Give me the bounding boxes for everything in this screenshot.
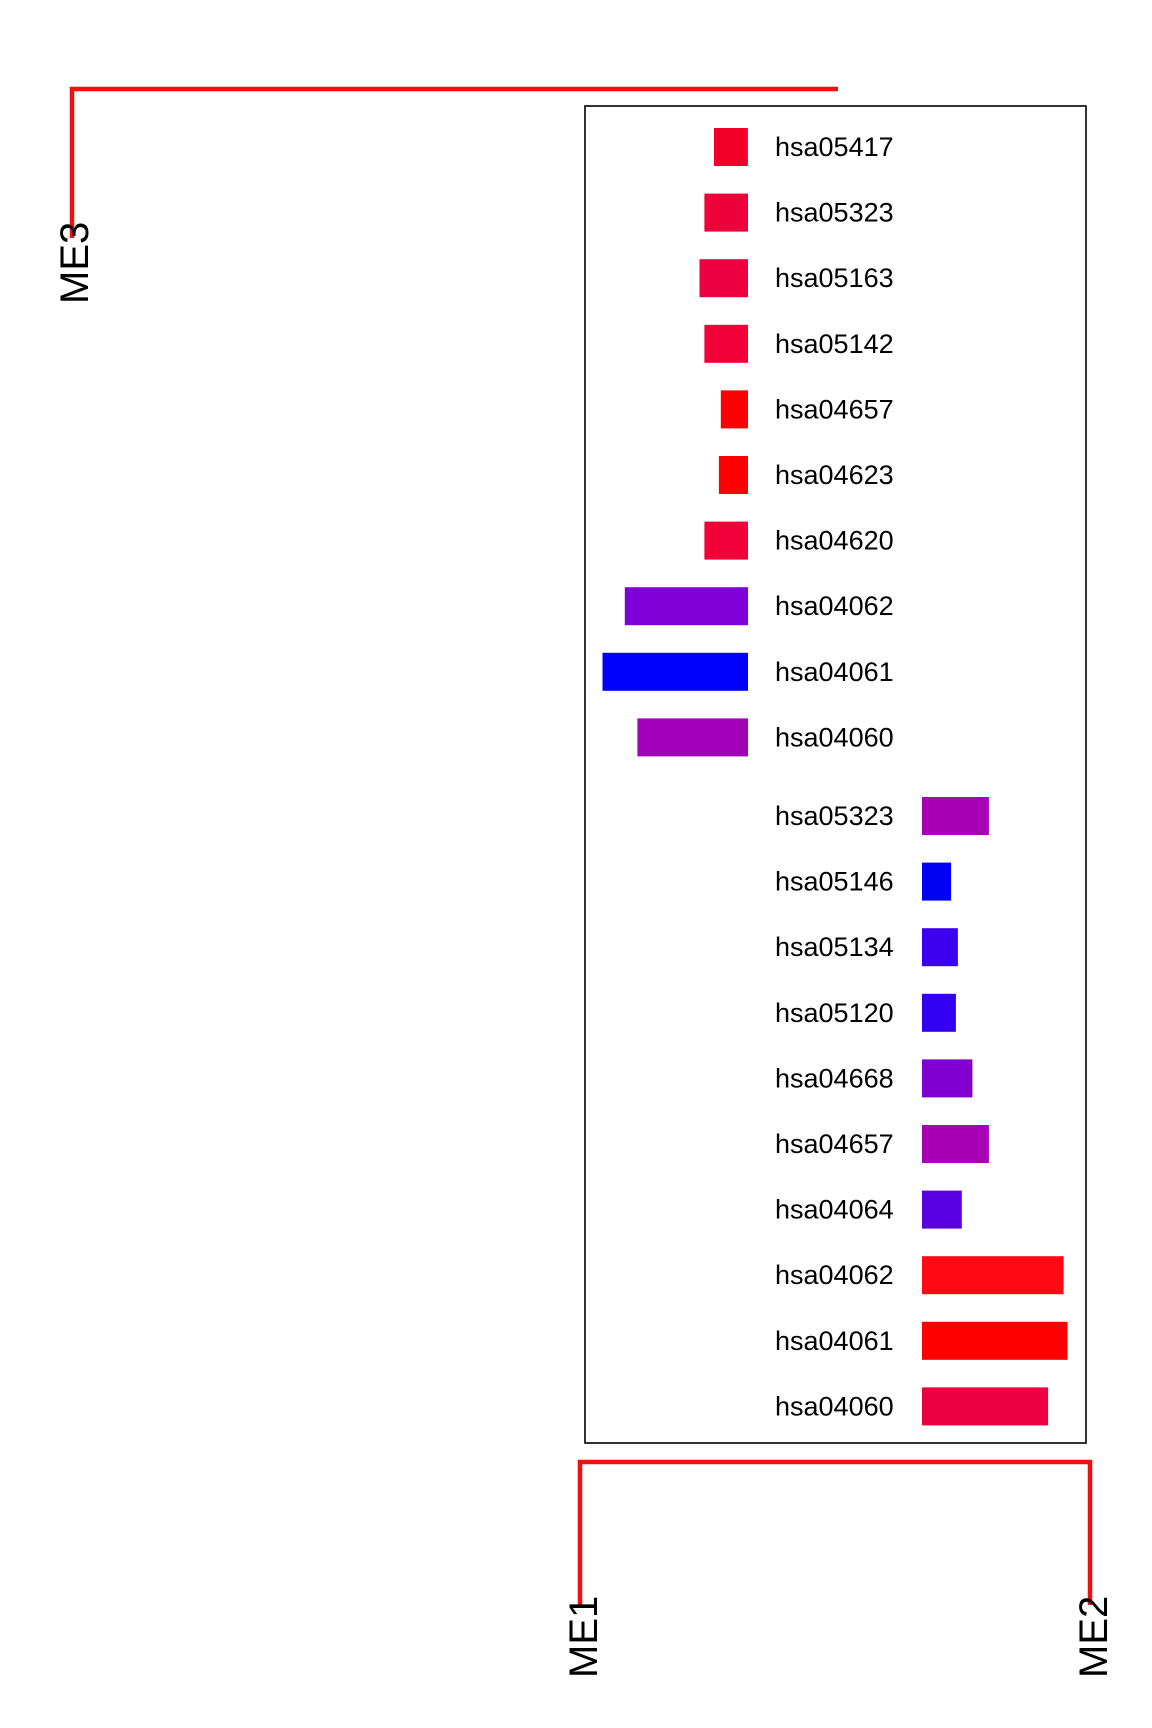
bar-me3-hsa04623 [718, 456, 748, 494]
category-label-me2-hsa05134: hsa05134 [775, 932, 894, 962]
bar-me2-hsa04060 [922, 1387, 1049, 1426]
module-labels: ME3 ME1 ME2 [53, 222, 1116, 1678]
category-label-me3-hsa05142: hsa05142 [775, 329, 894, 359]
bar-me2-hsa04668 [922, 1059, 973, 1098]
category-label-me2-hsa04668: hsa04668 [775, 1063, 894, 1093]
category-label-me2-hsa05120: hsa05120 [775, 998, 894, 1028]
category-labels: hsa05417 hsa05323 hsa05163 hsa05142 hsa04657… [775, 132, 894, 1421]
category-label-me3-hsa04620: hsa04620 [775, 526, 894, 556]
category-label-me3-hsa05417: hsa05417 [775, 132, 894, 162]
category-label-me2-hsa04062: hsa04062 [775, 1260, 894, 1290]
bar-me3-hsa05163 [699, 259, 748, 298]
bar-me2-hsa05146 [922, 862, 952, 901]
bar-me3-hsa04062 [624, 587, 748, 626]
bar-me2-hsa05134 [922, 928, 958, 967]
dendrogram [69, 86, 1093, 1605]
category-label-me2-hsa04064: hsa04064 [775, 1195, 894, 1225]
bar-me2-hsa04062 [922, 1256, 1064, 1295]
plot-frame [584, 105, 1087, 1444]
bar-me3-hsa04620 [704, 521, 748, 560]
bar-me3-hsa05142 [704, 324, 748, 363]
bar-me2-hsa05120 [922, 993, 956, 1032]
category-label-me2-hsa05323: hsa05323 [775, 801, 894, 831]
bar-me3-hsa04060 [637, 718, 748, 757]
bar-me3-hsa04061 [602, 652, 748, 691]
category-label-me3-hsa04060: hsa04060 [775, 722, 894, 752]
category-label-me3-hsa04062: hsa04062 [775, 591, 894, 621]
bar-me3-hsa05323 [704, 193, 748, 232]
bar-me2-hsa04657 [922, 1125, 989, 1163]
module-label-me1: ME1 [562, 1596, 606, 1678]
dendrogram-branch-me3 [69, 86, 838, 238]
bar-me2-hsa05323 [922, 797, 989, 835]
category-label-me3-hsa04657: hsa04657 [775, 394, 894, 424]
bar-me3-hsa05417 [714, 128, 748, 166]
bar-me2-hsa04064 [922, 1190, 962, 1229]
category-label-me3-hsa04061: hsa04061 [775, 657, 894, 687]
bar-me2-hsa04061 [922, 1321, 1068, 1360]
category-label-me3-hsa05323: hsa05323 [775, 198, 894, 228]
category-label-me2-hsa04060: hsa04060 [775, 1391, 894, 1421]
category-label-me2-hsa04657: hsa04657 [775, 1129, 894, 1159]
bar-me3-hsa04657 [720, 390, 748, 429]
category-label-me2-hsa04061: hsa04061 [775, 1326, 894, 1356]
category-label-me3-hsa04623: hsa04623 [775, 460, 894, 490]
bar-series [602, 128, 1068, 1426]
category-label-me3-hsa05163: hsa05163 [775, 263, 894, 293]
category-label-me2-hsa05146: hsa05146 [775, 867, 894, 897]
module-label-me3: ME3 [53, 222, 97, 304]
dendrogram-branch-me1-me2 [577, 1459, 1093, 1605]
module-label-me2: ME2 [1072, 1596, 1116, 1678]
